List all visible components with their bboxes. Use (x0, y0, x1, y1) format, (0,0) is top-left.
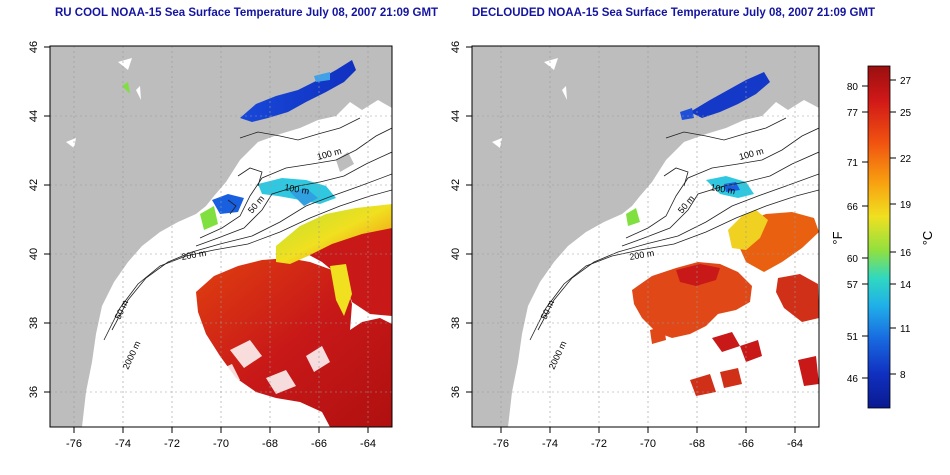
lon-tick-74: -74 (115, 438, 131, 450)
contour-label-200m: 200 m (629, 248, 655, 262)
lat-tick-46: 46 (450, 41, 462, 53)
lon-tick-74: -74 (542, 438, 558, 450)
lon-tick-68: -68 (262, 438, 278, 450)
lat-tick-40: 40 (28, 248, 40, 260)
c-tick-19: 19 (900, 200, 912, 211)
sst-mid-region (276, 204, 392, 264)
contour-label-100m-b: 100 m (284, 182, 310, 196)
c-tick-14: 14 (900, 280, 912, 291)
lon-tick-66: -66 (738, 438, 754, 450)
c-tick-22: 22 (900, 154, 912, 165)
c-tick-27: 27 (900, 76, 912, 87)
lon-tick-64: -64 (360, 438, 376, 450)
lat-tick-42: 42 (450, 179, 462, 191)
colorbar: 80 77 71 66 60 57 51 46 27 25 22 19 16 1… (830, 65, 935, 409)
celsius-label: °C (920, 231, 935, 246)
c-tick-16: 16 (900, 248, 912, 259)
f-tick-66: 66 (847, 202, 859, 213)
lat-tick-42: 42 (28, 179, 40, 191)
lat-tick-38: 38 (450, 317, 462, 329)
f-tick-77: 77 (847, 108, 859, 119)
c-tick-8: 8 (900, 370, 906, 381)
f-tick-46: 46 (847, 374, 859, 385)
contour-label-100m-b: 100 m (710, 182, 736, 196)
land-mass (472, 46, 819, 427)
lon-tick-64: -64 (787, 438, 803, 450)
lon-tick-72: -72 (591, 438, 607, 450)
lat-tick-46: 46 (28, 41, 40, 53)
c-tick-25: 25 (900, 108, 912, 119)
f-tick-57: 57 (847, 280, 859, 291)
colorbar-gradient (867, 65, 891, 409)
land-mass (50, 46, 392, 427)
lat-tick-36: 36 (28, 386, 40, 398)
lat-tick-40: 40 (450, 248, 462, 260)
lon-tick-70: -70 (640, 438, 656, 450)
left-panel-title: RU COOL NOAA-15 Sea Surface Temperature … (55, 7, 439, 19)
lon-tick-70: -70 (213, 438, 229, 450)
lon-tick-72: -72 (164, 438, 180, 450)
lat-tick-44: 44 (450, 110, 462, 122)
sst-cold-region (690, 72, 770, 118)
sst-mid-region (728, 210, 768, 250)
f-tick-71: 71 (847, 158, 859, 169)
lon-tick-66: -66 (311, 438, 327, 450)
left-map: 100 m 100 m 50 m 200 m 50 m 2000 m 46 44… (28, 41, 393, 450)
lat-tick-36: 36 (450, 386, 462, 398)
sst-warm-region (632, 262, 752, 338)
contour-label-200m: 200 m (181, 248, 207, 262)
lat-tick-38: 38 (28, 317, 40, 329)
f-tick-80: 80 (847, 82, 859, 93)
lat-tick-44: 44 (28, 110, 40, 122)
lon-tick-76: -76 (66, 438, 82, 450)
lon-tick-68: -68 (689, 438, 705, 450)
f-tick-51: 51 (847, 332, 859, 343)
lon-tick-76: -76 (493, 438, 509, 450)
fahrenheit-label: °F (830, 231, 845, 244)
c-tick-11: 11 (900, 324, 911, 335)
f-tick-60: 60 (847, 254, 859, 265)
right-panel-title: DECLOUDED NOAA-15 Sea Surface Temperatur… (472, 7, 876, 19)
right-map: 100 m 100 m 50 m 200 m 50 m 2000 m 46 44… (450, 41, 820, 450)
